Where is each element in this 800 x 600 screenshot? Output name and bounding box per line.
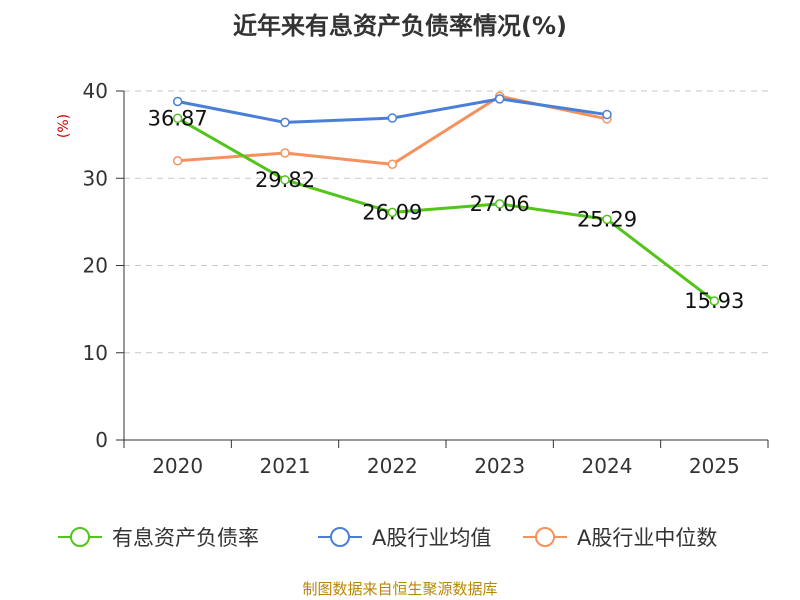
series-0: 36.87 29.82 26.09 27.06 25.29 15.93 xyxy=(148,106,745,313)
data-point[interactable] xyxy=(280,175,290,185)
data-point[interactable] xyxy=(387,113,398,123)
y-tick-label-30: 30 xyxy=(83,166,108,190)
data-point[interactable] xyxy=(602,109,612,120)
legend-marker-icon xyxy=(70,527,90,547)
legend-label: A股行业中位数 xyxy=(577,526,717,550)
series-2 xyxy=(172,91,612,170)
data-point[interactable] xyxy=(172,113,183,124)
data-point[interactable] xyxy=(172,96,183,107)
axis-layer: 0 10 20 30 40 2020 2021 2022 2023 2024 2025 xyxy=(83,79,769,478)
legend-item-1[interactable]: A股行业均值 xyxy=(318,526,491,550)
y-tick-label-0: 0 xyxy=(95,428,108,452)
data-label: 36.87 xyxy=(148,106,208,130)
legend-item-2[interactable]: A股行业中位数 xyxy=(523,526,717,550)
source-note: 制图数据来自恒生聚源数据库 xyxy=(302,580,498,598)
data-point[interactable] xyxy=(387,207,398,218)
series-layer: 36.87 29.82 26.09 27.06 25.29 15.93 xyxy=(148,91,745,313)
legend-label: 有息资产负债率 xyxy=(112,526,259,550)
x-tick-label-2022: 2022 xyxy=(367,454,418,478)
data-label: 26.09 xyxy=(362,200,422,224)
legend-label: A股行业均值 xyxy=(372,526,491,550)
x-tick-label-2020: 2020 xyxy=(152,454,203,478)
legend-marker-icon xyxy=(535,527,555,547)
x-tick-label-2024: 2024 xyxy=(582,454,633,478)
y-tick-label-20: 20 xyxy=(83,254,108,278)
data-point[interactable] xyxy=(280,148,290,158)
x-tick-label-2023: 2023 xyxy=(474,454,525,478)
data-point[interactable] xyxy=(494,199,505,209)
data-point[interactable] xyxy=(494,94,505,104)
data-point[interactable] xyxy=(172,156,183,166)
grid-layer xyxy=(124,90,768,354)
y-axis-label: (%) xyxy=(56,114,72,138)
legend[interactable]: 有息资产负债率 A股行业均值 A股行业中位数 xyxy=(58,526,717,550)
legend-item-0[interactable]: 有息资产负债率 xyxy=(58,526,259,550)
data-point[interactable] xyxy=(280,117,290,128)
data-label: 27.06 xyxy=(470,192,530,216)
legend-marker-icon xyxy=(330,527,350,547)
x-tick-label-2021: 2021 xyxy=(260,454,311,478)
data-point[interactable] xyxy=(602,214,612,225)
data-point[interactable] xyxy=(709,296,720,306)
x-tick-label-2025: 2025 xyxy=(689,454,740,478)
series-line-0 xyxy=(176,117,716,303)
data-label: 25.29 xyxy=(577,207,637,231)
y-tick-label-40: 40 xyxy=(83,79,108,103)
chart-title: 近年来有息资产负债率情况(%) xyxy=(233,12,567,40)
data-label: 29.82 xyxy=(255,168,315,192)
data-label: 15.93 xyxy=(684,289,744,313)
y-tick-label-10: 10 xyxy=(83,341,108,365)
data-point[interactable] xyxy=(387,159,398,170)
series-1 xyxy=(172,94,612,128)
